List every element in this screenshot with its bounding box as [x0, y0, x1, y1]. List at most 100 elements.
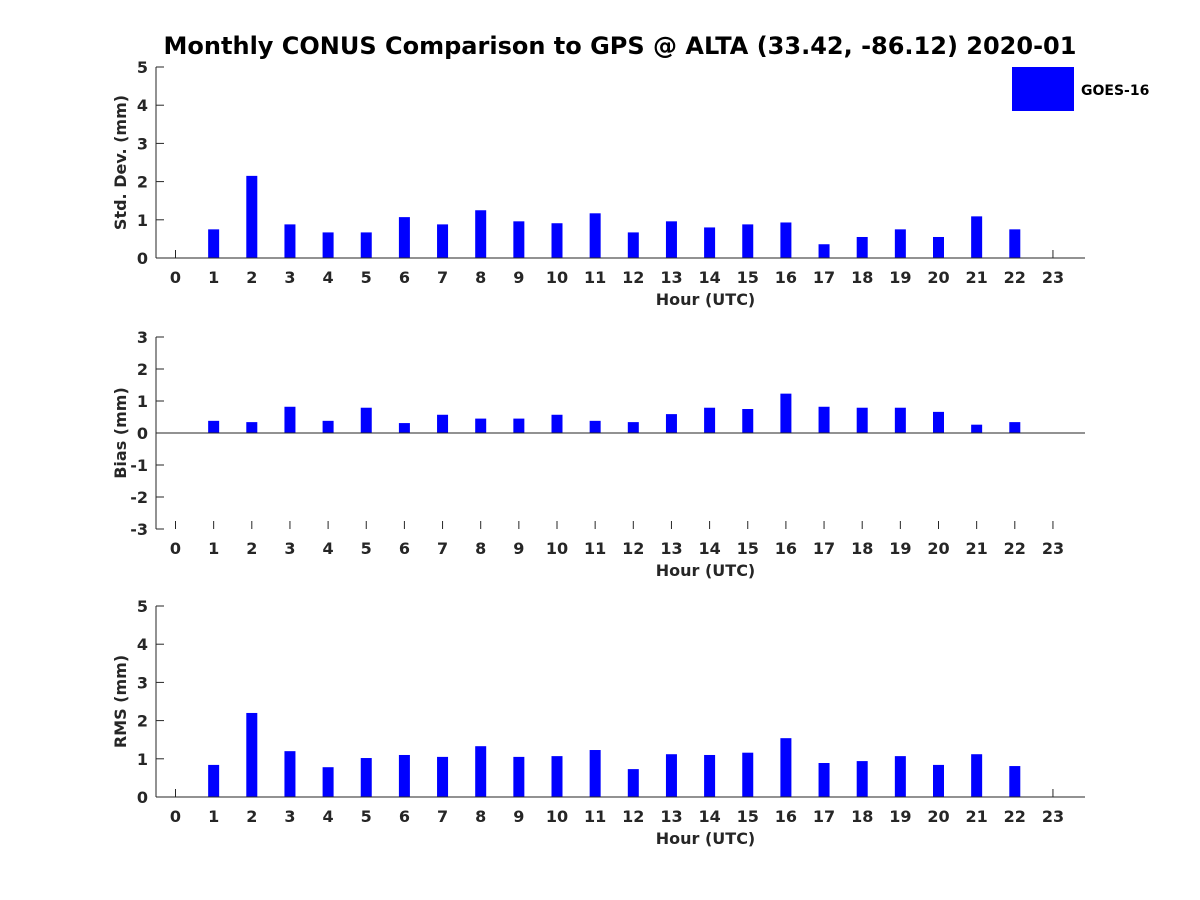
bias-bar — [551, 414, 563, 433]
rms-bar — [513, 756, 525, 797]
std-dev-bar — [742, 224, 754, 258]
std-dev-x-label: Hour (UTC) — [656, 290, 756, 309]
std-dev-y-label: Std. Dev. (mm) — [111, 95, 130, 230]
bias-bar — [437, 414, 449, 433]
rms-bar — [1009, 766, 1021, 797]
rms-x-tick-label: 10 — [546, 807, 568, 826]
rms-x-tick-label: 21 — [966, 807, 988, 826]
std-dev-y-tick-label: 0 — [137, 249, 148, 268]
bias-y-label: Bias (mm) — [111, 387, 130, 479]
std-dev-bar — [818, 244, 830, 258]
rms-x-tick-label: 1 — [208, 807, 219, 826]
rms-bar — [704, 754, 716, 797]
rms-bar — [398, 754, 410, 797]
bias-bar — [475, 418, 487, 433]
rms-bar — [360, 758, 372, 797]
bias-x-tick-label: 0 — [170, 539, 181, 558]
std-dev-y-tick-label: 1 — [137, 211, 148, 230]
bias-bar — [742, 409, 754, 433]
rms-bar — [208, 764, 220, 797]
bias-bar — [322, 420, 334, 433]
bias-x-tick-label: 1 — [208, 539, 219, 558]
rms-x-tick-label: 13 — [660, 807, 682, 826]
bias-bar — [246, 422, 258, 433]
std-dev-bar — [208, 229, 220, 258]
std-dev-x-tick-label: 18 — [851, 268, 873, 287]
legend-label: GOES-16 — [1081, 83, 1149, 99]
bias-x-tick-label: 11 — [584, 539, 606, 558]
bias-y-tick-label: 0 — [137, 424, 148, 443]
std-dev-x-tick-label: 10 — [546, 268, 568, 287]
bias-bar — [818, 406, 830, 433]
std-dev-bar — [398, 217, 410, 258]
std-dev-y-tick-label: 4 — [137, 96, 148, 115]
rms-y-tick-label: 2 — [137, 712, 148, 731]
bias-bar — [398, 423, 410, 433]
bias-y-tick-label: -2 — [130, 488, 148, 507]
bias-x-tick-label: 5 — [361, 539, 372, 558]
rms-bar — [437, 756, 449, 797]
bias-x-tick-label: 9 — [513, 539, 524, 558]
rms-bar — [742, 752, 754, 797]
rms-bar — [475, 746, 487, 797]
bias-x-tick-label: 20 — [927, 539, 949, 558]
std-dev-bar — [933, 236, 944, 258]
std-dev-x-tick-label: 9 — [513, 268, 524, 287]
bias-x-tick-label: 2 — [246, 539, 257, 558]
std-dev-x-tick-label: 0 — [170, 268, 181, 287]
std-dev-bar — [475, 210, 487, 258]
bias-bar — [856, 407, 868, 433]
rms-x-tick-label: 19 — [889, 807, 911, 826]
rms-y-tick-label: 5 — [137, 597, 148, 616]
rms-bar — [856, 761, 868, 797]
std-dev-x-tick-label: 8 — [475, 268, 486, 287]
legend-swatch — [1012, 67, 1074, 111]
rms-x-tick-label: 14 — [698, 807, 720, 826]
rms-x-tick-label: 8 — [475, 807, 486, 826]
bias-x-label: Hour (UTC) — [656, 561, 756, 580]
bias-x-tick-label: 3 — [284, 539, 295, 558]
bias-bar — [665, 414, 677, 433]
legend: GOES-16 — [1012, 67, 1149, 111]
bias-x-tick-label: 6 — [399, 539, 410, 558]
std-dev-bar — [894, 229, 906, 258]
rms-y-tick-label: 0 — [137, 788, 148, 807]
rms-bar — [589, 750, 601, 797]
std-dev-bar — [856, 236, 868, 258]
bias-x-tick-label: 14 — [698, 539, 720, 558]
bias-bar — [284, 406, 296, 433]
bias-x-tick-label: 4 — [323, 539, 334, 558]
std-dev-x-tick-label: 5 — [361, 268, 372, 287]
rms-x-tick-label: 20 — [927, 807, 949, 826]
rms-y-tick-label: 4 — [137, 635, 148, 654]
std-dev-x-tick-label: 21 — [966, 268, 988, 287]
bias-bar — [780, 393, 792, 433]
rms-bar — [971, 754, 983, 797]
rms-x-tick-label: 3 — [284, 807, 295, 826]
bias-bar — [360, 407, 372, 433]
bias-x-tick-label: 22 — [1004, 539, 1026, 558]
std-dev-bar — [704, 227, 716, 258]
std-dev-y-tick-label: 2 — [137, 173, 148, 192]
rms-bar — [322, 767, 334, 797]
bias-bar — [1009, 422, 1021, 433]
bias-bar — [589, 420, 601, 433]
std-dev-y-tick-label: 3 — [137, 134, 148, 153]
bias-bar — [971, 424, 983, 433]
rms-bar — [284, 751, 296, 797]
std-dev-x-tick-label: 20 — [927, 268, 949, 287]
bias-bar — [627, 422, 639, 433]
std-dev-x-tick-label: 3 — [284, 268, 295, 287]
std-dev-x-tick-label: 1 — [208, 268, 219, 287]
rms-x-tick-label: 22 — [1004, 807, 1026, 826]
rms-bar — [894, 756, 906, 797]
rms-x-tick-label: 18 — [851, 807, 873, 826]
bias-y-tick-label: 1 — [137, 392, 148, 411]
std-dev-bar — [627, 232, 639, 258]
bias-x-tick-label: 21 — [966, 539, 988, 558]
rms-x-tick-label: 23 — [1042, 807, 1064, 826]
